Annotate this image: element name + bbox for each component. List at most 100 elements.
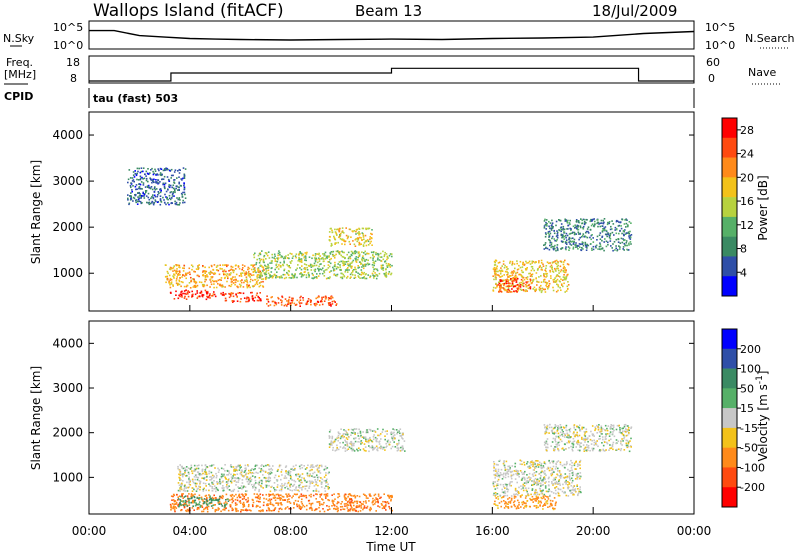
echo-cell (169, 197, 171, 200)
echo-cell (340, 254, 342, 257)
echo-cell (627, 224, 629, 227)
echo-cell (178, 181, 180, 184)
echo-cell (344, 444, 347, 446)
echo-cell (232, 269, 234, 271)
echo-cell (354, 432, 356, 434)
echo-cell (267, 503, 269, 505)
echo-cell (259, 292, 261, 294)
echo-cell (354, 276, 357, 279)
echo-cell (550, 277, 552, 279)
echo-cell (299, 479, 301, 481)
echo-cell (376, 275, 379, 277)
echo-cell (170, 507, 173, 509)
echo-cell (341, 277, 344, 280)
echo-cell (523, 472, 525, 474)
echo-cell (323, 487, 326, 490)
echo-cell (198, 473, 201, 475)
echo-cell (626, 248, 628, 251)
echo-cell (234, 264, 237, 267)
echo-cell (535, 460, 537, 462)
echo-cell (251, 472, 253, 474)
echo-cell (313, 476, 316, 478)
echo-cell (496, 265, 498, 268)
echo-cell (304, 259, 306, 261)
echo-cell (619, 221, 622, 223)
echo-cell (514, 489, 517, 491)
echo-cell (139, 200, 142, 203)
cpid-label: CPID (4, 90, 33, 103)
echo-cell (338, 252, 340, 254)
echo-cell (521, 477, 524, 480)
echo-cell (215, 498, 217, 500)
echo-cell (519, 260, 522, 263)
echo-cell (378, 259, 381, 261)
echo-cell (243, 272, 246, 274)
echo-cell (516, 268, 519, 271)
echo-cell (556, 283, 558, 286)
echo-cell (336, 502, 338, 505)
echo-cell (266, 303, 268, 305)
echo-cell (173, 188, 176, 191)
echo-cell (545, 490, 548, 493)
echo-cell (325, 474, 327, 476)
echo-cell (300, 272, 303, 275)
echo-cell (173, 265, 175, 267)
echo-cell (625, 242, 628, 244)
echo-cell (249, 276, 251, 278)
echo-cell (564, 259, 566, 262)
echo-cell (363, 263, 366, 266)
echo-cell (188, 483, 191, 486)
echo-cell (404, 450, 406, 452)
echo-cell (179, 499, 182, 501)
echo-cell (371, 447, 373, 449)
echo-cell (369, 506, 372, 509)
echo-cell (367, 263, 370, 266)
echo-cell (170, 509, 172, 511)
echo-cell (505, 281, 507, 284)
echo-cell (548, 225, 550, 228)
echo-cell (579, 459, 582, 462)
echo-cell (545, 246, 547, 249)
echo-cell (564, 267, 566, 269)
echo-cell (561, 234, 563, 236)
echo-cell (348, 436, 350, 439)
echo-cell (232, 301, 234, 303)
echo-cell (570, 228, 572, 230)
echo-cell (386, 430, 388, 432)
echo-cell (136, 203, 139, 205)
echo-cell (365, 227, 367, 230)
echo-cell (257, 296, 259, 298)
echo-cell (563, 278, 565, 281)
echo-cell (320, 482, 323, 484)
echo-cell (385, 273, 387, 276)
echo-cell (591, 223, 594, 225)
echo-cell (336, 508, 338, 510)
echo-cell (202, 510, 205, 513)
echo-cell (318, 506, 320, 509)
echo-cell (344, 496, 346, 499)
echo-cell (555, 476, 557, 479)
echo-cell (238, 495, 241, 497)
echo-cell (355, 256, 358, 258)
echo-cell (247, 266, 250, 269)
echo-cell (271, 493, 273, 496)
echo-cell (344, 450, 347, 452)
echo-cell (333, 300, 335, 302)
echo-cell (506, 494, 509, 497)
echo-cell (159, 191, 162, 194)
echo-cell (283, 484, 286, 486)
echo-cell (360, 505, 363, 507)
echo-cell (560, 289, 562, 291)
echo-cell (179, 295, 181, 298)
echo-cell (503, 266, 506, 269)
echo-cell (629, 230, 631, 233)
echo-cell (226, 276, 229, 278)
echo-cell (501, 265, 503, 267)
echo-cell (355, 428, 358, 430)
echo-cell (247, 285, 249, 288)
echo-cell (182, 480, 184, 482)
echo-cell (184, 193, 186, 196)
echo-cell (365, 277, 368, 280)
echo-cell (308, 470, 311, 472)
echo-cell (277, 510, 280, 513)
